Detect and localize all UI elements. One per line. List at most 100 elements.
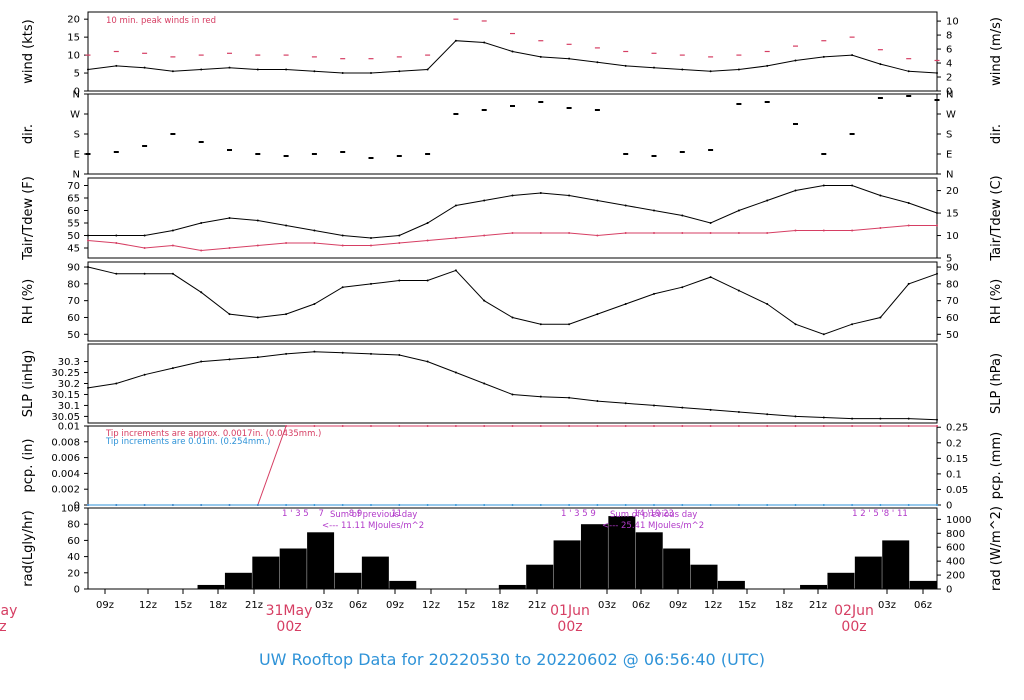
temp-Tdew-point bbox=[115, 242, 118, 244]
rh-RH-point bbox=[936, 272, 938, 275]
temp-ylabel-left: Tair/Tdew (F) bbox=[21, 176, 36, 261]
pcp-pcp_approx-point bbox=[285, 425, 288, 427]
pcp-right-tick-label: 0.2 bbox=[946, 438, 962, 449]
wind-wind-point bbox=[709, 70, 712, 73]
temp-Tdew-point bbox=[87, 239, 89, 242]
slp-SLP-point bbox=[200, 360, 203, 363]
wind-wind-point bbox=[454, 39, 457, 42]
temp-Tair-point bbox=[228, 217, 231, 219]
pcp-pcp_exact-point bbox=[539, 504, 542, 506]
pcp-pcp_approx-point bbox=[426, 425, 429, 427]
rad-bar bbox=[389, 580, 417, 589]
wind-right-tick-label: 6 bbox=[946, 45, 952, 56]
temp-Tair-point bbox=[426, 222, 429, 224]
dir-ylabel-left: dir. bbox=[21, 124, 36, 144]
pcp-ylabel-right: pcp. (mm) bbox=[989, 432, 1004, 499]
wind-left-tick-label: 15 bbox=[67, 33, 80, 44]
pcp-pcp_exact-point bbox=[200, 504, 203, 506]
rad-hour-mark: 11 bbox=[391, 509, 402, 519]
wind-wind-point bbox=[851, 54, 854, 57]
rad-bar bbox=[909, 580, 937, 589]
temp-Tdew-point bbox=[794, 229, 797, 232]
rad-bar bbox=[635, 532, 663, 589]
pcp-pcp_exact-point bbox=[313, 504, 316, 506]
pcp-left-tick-label: 0.002 bbox=[51, 485, 80, 496]
slp-SLP-point bbox=[709, 408, 712, 411]
pcp-left-tick-label: 0.004 bbox=[51, 469, 80, 480]
dir-right-tick-label: S bbox=[946, 130, 952, 141]
temp-Tdew-point bbox=[936, 224, 938, 227]
rad-right-tick-label: 400 bbox=[946, 557, 965, 568]
temp-Tdew-point bbox=[681, 232, 684, 234]
day-hour-label: 00z bbox=[276, 619, 301, 635]
rh-RH-point bbox=[143, 272, 146, 275]
rad-bar bbox=[717, 580, 745, 589]
temp-series-Tdew bbox=[87, 224, 938, 252]
temp-Tdew-point bbox=[426, 239, 429, 242]
temp-Tair-point bbox=[907, 202, 910, 204]
temp-Tdew-point bbox=[483, 234, 486, 237]
temp-Tair-point bbox=[822, 184, 825, 187]
rad-hour-mark: 1 2 ' 5 '8 ' 11 bbox=[852, 509, 908, 519]
slp-SLP-point bbox=[539, 395, 542, 398]
temp-Tair-point bbox=[737, 209, 740, 212]
rad-left-tick-label: 0 bbox=[74, 585, 80, 596]
slp-SLP-point bbox=[851, 417, 854, 420]
slp-SLP-point bbox=[794, 415, 797, 418]
slp-left-tick-label: 30.05 bbox=[51, 412, 80, 423]
pcp-pcp_exact-point bbox=[851, 504, 854, 506]
temp-Tdew-point bbox=[737, 232, 740, 234]
wind-right-tick-label: 0 bbox=[946, 87, 952, 98]
pcp-series-pcp_exact bbox=[87, 504, 938, 506]
pcp-right-tick-label: 0.05 bbox=[946, 485, 968, 496]
rad-bar bbox=[553, 540, 581, 589]
panel-pcp: 0 0.002 0.004 0.006 0.008 0.01 0 0.05 0.1 0.15 0.2… bbox=[21, 422, 1004, 512]
temp-Tdew-point bbox=[568, 232, 571, 234]
temp-Tdew-point bbox=[907, 224, 910, 227]
rh-right-tick-label: 50 bbox=[946, 330, 959, 341]
rh-ylabel-right: RH (%) bbox=[989, 279, 1004, 324]
wind-wind-point bbox=[681, 68, 684, 71]
x-tick-label: 03z bbox=[315, 600, 333, 611]
slp-SLP-point bbox=[624, 402, 627, 405]
temp-Tair-point bbox=[483, 199, 486, 202]
pcp-pcp_approx-point bbox=[568, 425, 571, 427]
pcp-pcp_exact-point bbox=[709, 504, 712, 506]
rad-bar bbox=[827, 572, 855, 589]
pcp-left-tick-label: 0.01 bbox=[58, 422, 80, 433]
x-tick-label: 12z bbox=[422, 600, 440, 611]
rad-bar bbox=[361, 556, 389, 589]
rh-RH-point bbox=[624, 303, 627, 306]
temp-Tair-point bbox=[370, 237, 372, 239]
pcp-pcp_exact-point bbox=[228, 504, 231, 506]
dir-ylabel-right: dir. bbox=[989, 124, 1004, 144]
x-tick-label: 18z bbox=[209, 600, 227, 611]
slp-ylabel-left: SLP (inHg) bbox=[21, 350, 36, 418]
temp-Tdew-point bbox=[143, 247, 146, 249]
slp-series-SLP bbox=[87, 350, 938, 421]
x-tick-label: 03z bbox=[598, 600, 616, 611]
rad-bar bbox=[800, 584, 828, 589]
slp-left-tick-label: 30.1 bbox=[58, 401, 80, 412]
temp-Tair-point bbox=[709, 222, 712, 224]
wind-right-tick-label: 4 bbox=[946, 59, 952, 70]
slp-left-tick-label: 30.25 bbox=[51, 368, 80, 379]
pcp-pcp_approx-point bbox=[737, 425, 740, 427]
wind-wind-point bbox=[426, 68, 429, 71]
temp-Tdew-point bbox=[171, 244, 174, 247]
pcp-pcp_exact-point bbox=[171, 504, 174, 506]
slp-SLP-point bbox=[115, 382, 118, 385]
rh-RH-point bbox=[907, 282, 910, 285]
wind-wind-point bbox=[936, 72, 938, 75]
slp-SLP-point bbox=[511, 393, 514, 396]
x-tick-label: 09z bbox=[386, 600, 404, 611]
dir-series-dir bbox=[85, 95, 940, 159]
temp-Tdew-line bbox=[87, 225, 937, 252]
rh-RH-point bbox=[568, 323, 571, 326]
pcp-pcp_exact-point bbox=[285, 504, 288, 506]
x-tick-label: 18z bbox=[775, 600, 793, 611]
pcp-pcp_approx-point bbox=[851, 425, 854, 427]
x-tick-label: 03z bbox=[878, 600, 896, 611]
slp-left-tick-label: 30.3 bbox=[58, 357, 80, 368]
